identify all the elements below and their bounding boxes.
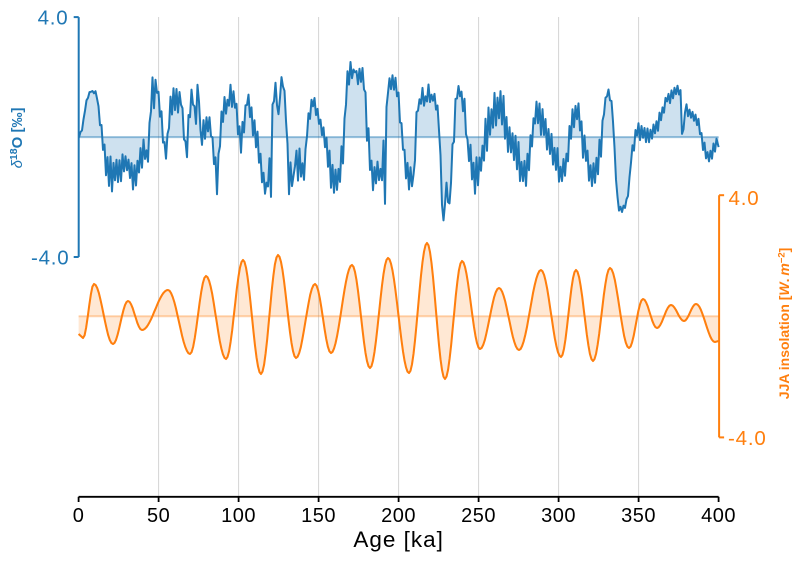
svg-text:-4.0: -4.0 [728, 427, 767, 450]
svg-text:4.0: 4.0 [729, 187, 760, 210]
svg-text:100: 100 [221, 505, 256, 527]
svg-text:-4.0: -4.0 [31, 247, 70, 270]
svg-text:50: 50 [147, 505, 170, 527]
svg-text:0: 0 [73, 505, 85, 527]
svg-text:200: 200 [381, 505, 416, 527]
svg-text:JJA insolation [W. m−2]: JJA insolation [W. m−2] [776, 248, 792, 400]
svg-text:350: 350 [621, 505, 656, 527]
svg-text:Age [ka]: Age [ka] [353, 527, 444, 552]
svg-text:400: 400 [701, 505, 736, 527]
svg-text:300: 300 [541, 505, 576, 527]
svg-text:4.0: 4.0 [38, 7, 69, 30]
svg-text:250: 250 [461, 505, 496, 527]
svg-text:150: 150 [301, 505, 336, 527]
svg-text:δ18O [‰]: δ18O [‰] [8, 108, 26, 169]
